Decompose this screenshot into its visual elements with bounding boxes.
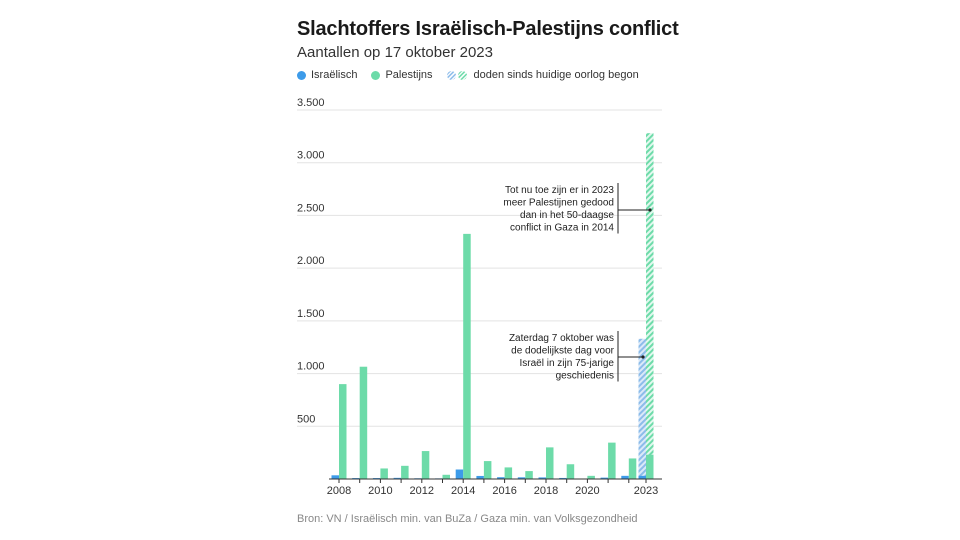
bar-palestinian-2009 <box>359 366 368 479</box>
x-tick-label: 2018 <box>534 485 558 497</box>
legend-label-palestinian: Palestijns <box>385 69 433 81</box>
legend-item-current-war: doden sinds huidige oorlog begon <box>446 69 639 81</box>
annotation-israeli-2023-text: Zaterdag 7 oktober was <box>509 333 614 344</box>
bar-israeli-2018 <box>538 477 546 479</box>
annotation-israeli-2023-text: geschiedenis <box>556 371 614 382</box>
annotation-palestinian-2023-dot <box>648 208 652 212</box>
axes: 500 1.000 1.500 2.000 2.500 3.000 3.500 2008 201… <box>297 97 662 497</box>
legend-swatch-israeli <box>297 70 306 80</box>
bar-palestinian-2023-current-war <box>646 133 654 480</box>
y-tick-label: 2.000 <box>297 255 325 267</box>
legend-label-israeli: Israëlisch <box>311 69 358 81</box>
bar-palestinian-2010 <box>380 468 388 479</box>
bar-israeli-2023-current-war <box>638 338 646 479</box>
bar-israeli-2014 <box>455 469 464 479</box>
grid <box>297 109 662 427</box>
legend-item-israeli: Israëlisch <box>297 69 357 81</box>
bar-israeli-2021 <box>600 477 609 479</box>
annotation-israeli-2023-text: Israël in zijn 75-jarige <box>520 358 615 369</box>
legend-item-palestinian: Palestijns <box>371 69 433 81</box>
bar-palestinian-2017 <box>525 471 533 479</box>
annotation-israeli-2023-dot <box>641 355 645 359</box>
bar-israeli-2022 <box>621 475 629 479</box>
chart-title: Slachtoffers Israëlisch-Palestijns confl… <box>297 18 679 40</box>
legend-swatch-palestinian-hatched <box>457 70 467 80</box>
bar-israeli-2016 <box>497 477 505 479</box>
bar-palestinian-2022 <box>628 458 637 479</box>
bar-palestinian-2012 <box>421 451 430 479</box>
bar-israeli-2015 <box>476 475 484 479</box>
x-tick-label: 2016 <box>492 485 516 497</box>
bar-palestinian-2019 <box>566 464 575 479</box>
annotation-palestinian-2023-text: Tot nu toe zijn er in 2023 <box>505 185 614 196</box>
bar-israeli-2023 <box>638 475 646 479</box>
x-tick-label: 2023 <box>634 485 658 497</box>
chart-subtitle: Aantallen op 17 oktober 2023 <box>297 44 493 61</box>
x-tick-label: 2012 <box>410 485 434 497</box>
bar-palestinian-2011 <box>401 465 409 479</box>
legend-swatch-palestinian <box>371 70 381 80</box>
source-note: Bron: VN / Israëlisch min. van BuZa / Ga… <box>297 513 638 525</box>
annotation-palestinian-2023-text: meer Palestijnen gedood <box>503 198 614 209</box>
bars <box>331 133 654 480</box>
x-tick-label: 2014 <box>451 485 475 497</box>
x-tick-label: 2008 <box>327 485 351 497</box>
legend-swatch-israeli-hatched <box>446 70 456 80</box>
annotation-palestinian-2023-text: conflict in Gaza in 2014 <box>510 223 614 234</box>
y-tick-label: 500 <box>297 413 315 425</box>
annotation-palestinian-2023-text: dan in het 50-daagse <box>520 210 614 221</box>
bar-palestinian-2021 <box>608 442 616 479</box>
y-tick-label: 3.500 <box>297 97 325 109</box>
x-tick-label: 2010 <box>368 485 392 497</box>
bar-israeli-2011 <box>393 477 402 479</box>
annotations: Tot nu toe zijn er in 2023 meer Palestijn… <box>503 183 652 382</box>
y-tick-label: 1.000 <box>297 361 325 373</box>
bar-palestinian-2020 <box>587 475 595 479</box>
bar-israeli-2017 <box>517 477 526 479</box>
bar-palestinian-2015 <box>483 461 492 479</box>
bar-israeli-2019 <box>559 477 567 479</box>
y-tick-label: 2.500 <box>297 202 325 214</box>
bar-palestinian-2008 <box>339 384 347 479</box>
bar-palestinian-2016 <box>504 467 513 479</box>
bar-palestinian-2014 <box>463 233 471 479</box>
bar-israeli-2008 <box>331 475 339 479</box>
legend-label-current-war: doden sinds huidige oorlog begon <box>473 69 639 81</box>
y-tick-label: 3.000 <box>297 150 325 162</box>
legend: Israëlisch Palestijns doden sinds huidig… <box>297 69 653 81</box>
annotation-israeli-2023-text: de dodelijkste dag voor <box>511 346 615 357</box>
y-tick-label: 1.500 <box>297 308 325 320</box>
bar-palestinian-2013 <box>442 474 450 479</box>
bar-palestinian-2023 <box>646 454 654 479</box>
x-tick-label: 2020 <box>575 485 599 497</box>
bar-palestinian-2018 <box>546 447 554 479</box>
